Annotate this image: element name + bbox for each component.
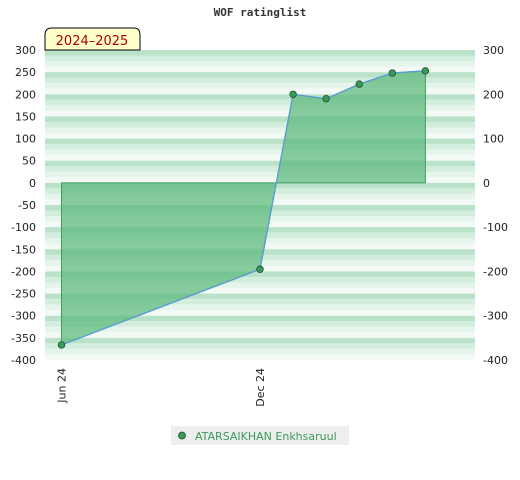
y-tick-label-left: -400	[11, 354, 36, 367]
y-tick-label-left: 0	[29, 177, 36, 190]
background-band	[45, 171, 475, 178]
background-band	[45, 337, 475, 344]
background-band	[45, 50, 475, 56]
y-tick-label-right: 100	[483, 133, 504, 146]
background-band	[45, 293, 475, 300]
background-band	[45, 99, 475, 106]
chart-title: WOF ratinglist	[214, 6, 307, 19]
y-tick-label-right: -200	[483, 265, 508, 278]
data-point	[388, 69, 397, 77]
data-point	[421, 67, 430, 75]
data-point	[355, 80, 363, 88]
background-band	[45, 121, 475, 128]
y-tick-label-left: -150	[11, 243, 36, 256]
y-tick-label-left: 100	[15, 133, 36, 146]
background-band	[45, 282, 475, 289]
y-tick-label-right: -400	[483, 354, 508, 367]
background-band	[45, 127, 475, 134]
y-axis-right: 300 200 100 0 -100 -200 -300 -400	[483, 44, 508, 367]
background-band	[45, 144, 475, 150]
data-point	[289, 90, 297, 98]
y-tick-label-left: 250	[15, 66, 36, 79]
y-tick-label-right: -300	[483, 310, 508, 323]
background-band	[45, 55, 475, 62]
legend: ATARSAIKHAN Enkhsaruul	[171, 426, 349, 445]
background-band	[45, 348, 475, 355]
y-tick-label-left: 50	[22, 155, 36, 168]
background-band	[45, 66, 475, 73]
x-tick-label: Dec 24	[254, 368, 267, 407]
season-badge-box	[44, 27, 141, 51]
background-band	[45, 310, 475, 316]
x-tick-label: Jun 24	[56, 368, 69, 404]
x-axis: Jun 24 Dec 24	[56, 368, 267, 407]
y-tick-label-left: -350	[11, 332, 36, 345]
y-tick-label-left: 300	[15, 44, 36, 57]
legend-series-name: ATARSAIKHAN Enkhsaruul	[195, 430, 337, 443]
background-band	[45, 160, 475, 167]
y-tick-label-left: 200	[15, 88, 36, 101]
background-band	[45, 304, 475, 311]
background-band	[45, 343, 475, 349]
background-band	[45, 288, 475, 294]
data-point	[57, 341, 66, 349]
y-tick-label-left: 150	[15, 110, 36, 123]
season-label: 2024–2025	[56, 34, 129, 49]
data-point	[322, 95, 330, 103]
background-band	[45, 315, 475, 322]
data-markers	[57, 67, 430, 349]
background-band	[45, 72, 475, 78]
legend-box	[171, 426, 349, 445]
background-band	[45, 321, 475, 327]
background-band	[45, 149, 475, 156]
background-band	[45, 105, 475, 111]
y-tick-label-right: 200	[483, 88, 504, 101]
y-tick-label-right: 0	[483, 177, 490, 190]
data-point	[256, 265, 264, 273]
y-tick-label-left: -50	[18, 199, 36, 212]
season-badge: 2024–2025	[44, 27, 141, 51]
background-band	[45, 166, 475, 172]
y-tick-label-left: -200	[11, 265, 36, 278]
background-band	[45, 299, 475, 305]
background-band	[45, 94, 475, 100]
background-band	[45, 326, 475, 333]
y-tick-label-left: -300	[11, 310, 36, 323]
legend-marker	[178, 431, 186, 440]
y-tick-label-left: -100	[11, 221, 36, 234]
y-tick-label-right: -100	[483, 221, 508, 234]
background-band	[45, 110, 475, 117]
background-band	[45, 88, 475, 95]
background-band	[45, 133, 475, 139]
background-band	[45, 177, 475, 183]
background-band	[45, 61, 475, 67]
y-tick-label-right: 300	[483, 44, 504, 57]
background-band	[45, 77, 475, 84]
y-tick-label-left: -250	[11, 288, 36, 301]
background-band	[45, 276, 475, 283]
background-band	[45, 155, 475, 161]
background-band	[45, 332, 475, 338]
background-band	[45, 271, 475, 277]
background-band	[45, 138, 475, 145]
background-band	[45, 354, 475, 360]
y-axis-left: 300 250 200 150 100 50 0 -50 -100 -150 -200 -250 -30…	[11, 44, 36, 367]
background-band	[45, 116, 475, 122]
background-band	[45, 83, 475, 89]
